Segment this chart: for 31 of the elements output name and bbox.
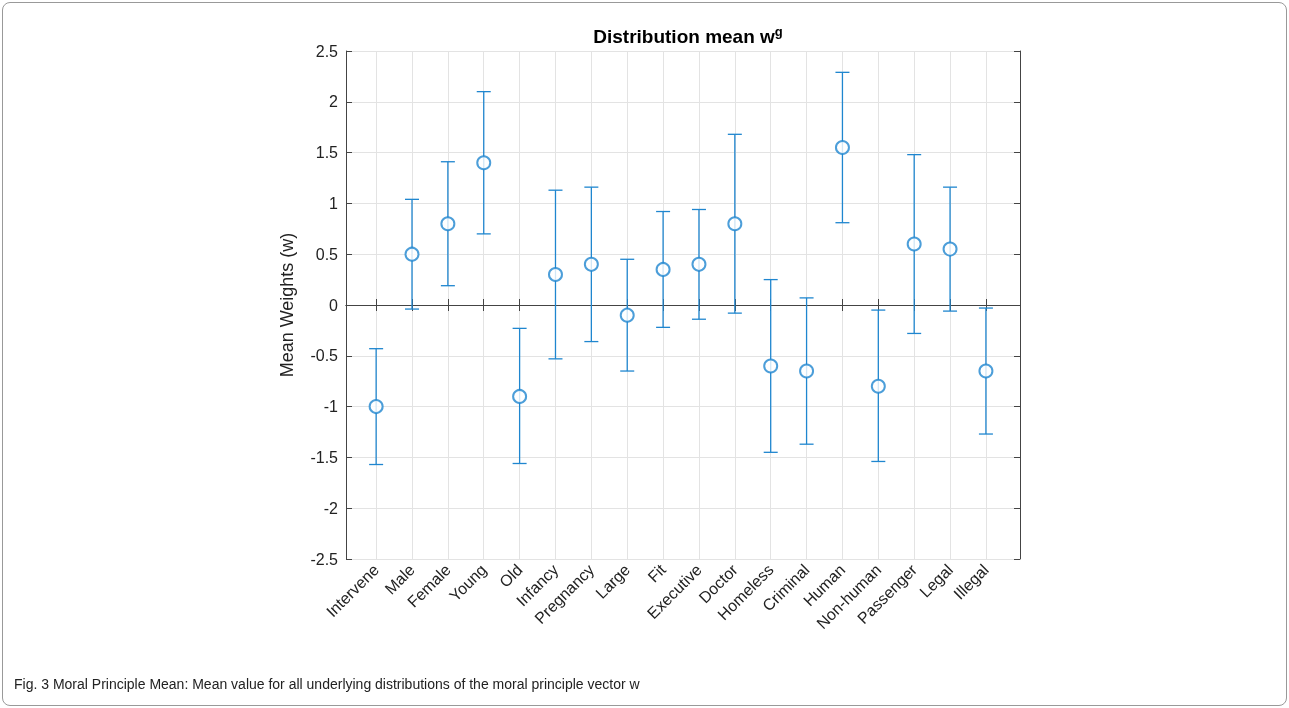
y-tick-label: 0	[329, 296, 339, 314]
y-tick-label: -2.5	[310, 550, 339, 568]
y-tick-label: 1.5	[315, 144, 339, 162]
caption: Fig. 3 Moral Principle Mean: Mean value for all underlying distributions of the moral principle vector w	[14, 676, 640, 692]
point	[870, 378, 886, 394]
point	[906, 236, 922, 252]
point	[547, 267, 563, 283]
y-tick-label: -2	[323, 499, 339, 517]
point	[404, 246, 420, 262]
y-tick-label: -1	[323, 398, 339, 416]
point	[512, 388, 528, 404]
point	[942, 241, 958, 257]
point	[727, 216, 743, 232]
point	[763, 358, 779, 374]
point	[440, 216, 456, 232]
y-tick-label: 1	[329, 194, 339, 212]
point	[476, 155, 492, 171]
point	[834, 140, 850, 156]
y-tick-label: 2	[329, 93, 339, 111]
y-tick-label: -1.5	[310, 448, 339, 466]
y-tick-label: -0.5	[310, 347, 339, 365]
point	[619, 307, 635, 323]
y-tick-label: 2.5	[315, 42, 339, 60]
point	[691, 256, 707, 272]
point	[583, 256, 599, 272]
point	[799, 363, 815, 379]
y-tick-label: 0.5	[315, 245, 339, 263]
point	[368, 399, 384, 415]
y-axis-title: Mean Weights (w)	[277, 232, 297, 378]
point	[655, 261, 671, 277]
point	[978, 363, 994, 379]
